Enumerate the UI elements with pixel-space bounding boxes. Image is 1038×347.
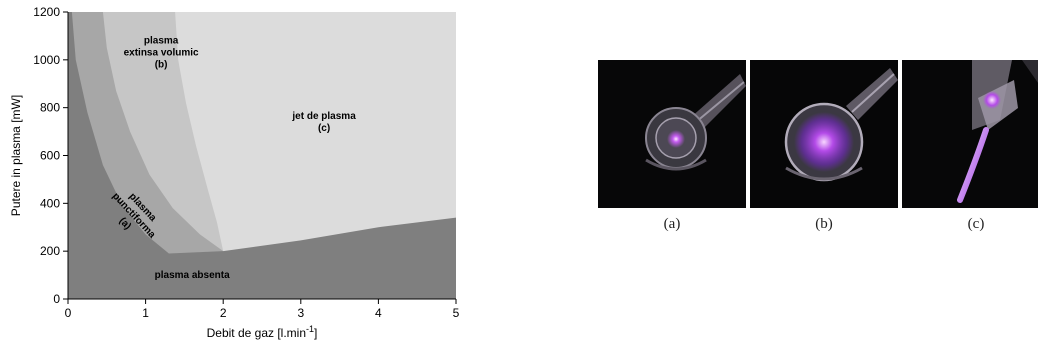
y-tick-label: 1000 (33, 53, 60, 67)
x-tick-label: 4 (375, 306, 382, 320)
photo-c (902, 60, 1038, 208)
x-tick-label: 5 (453, 306, 460, 320)
chart-regions (68, 12, 456, 299)
y-tick-label: 0 (53, 292, 60, 306)
region-label: plasma absenta (155, 270, 230, 281)
y-tick-label: 400 (40, 196, 60, 210)
caption-b: (b) (815, 216, 833, 232)
chart: 0 1 2 3 4 5 0 200 400 600 800 1000 1200 plasma absen… (0, 0, 470, 347)
chart-svg: 0 1 2 3 4 5 0 200 400 600 800 1000 1200 plasma absen… (9, 5, 460, 340)
region-label: jet de plasma (c) (291, 111, 356, 134)
region-absenta (68, 12, 456, 299)
caption-c: (c) (967, 216, 985, 232)
y-tick-label: 800 (40, 101, 60, 115)
photo-a (598, 60, 746, 208)
x-tick-label: 0 (65, 306, 72, 320)
y-tick-label: 1200 (33, 5, 60, 19)
y-tick-label: 600 (40, 149, 60, 163)
y-tick-label: 200 (40, 244, 60, 258)
x-tick-label: 1 (142, 306, 149, 320)
region-label: plasma extinsa volumic (b) (124, 36, 199, 71)
photo-strip: (a) (b) (c) (598, 60, 1038, 260)
caption-a: (a) (663, 216, 681, 232)
y-axis-label: Putere in plasma [mW] (9, 95, 23, 216)
x-tick-label: 3 (297, 306, 304, 320)
x-tick-label: 2 (220, 306, 227, 320)
photo-b (750, 60, 898, 208)
chart-ticks: 0 1 2 3 4 5 0 200 400 600 800 1000 1200 (33, 5, 459, 320)
x-axis-label: Debit de gaz [l.min-1] (207, 324, 318, 340)
